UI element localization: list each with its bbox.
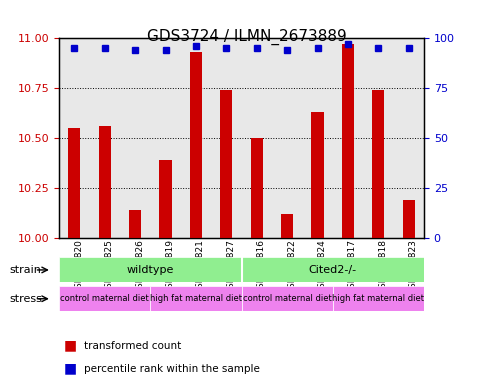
- FancyBboxPatch shape: [150, 286, 242, 311]
- Text: percentile rank within the sample: percentile rank within the sample: [84, 364, 260, 374]
- Text: ■: ■: [64, 339, 77, 353]
- Text: control maternal diet: control maternal diet: [60, 294, 149, 303]
- Text: GDS3724 / ILMN_2673889: GDS3724 / ILMN_2673889: [146, 29, 347, 45]
- FancyBboxPatch shape: [59, 257, 242, 282]
- Bar: [342, 45, 354, 238]
- Bar: [190, 52, 202, 238]
- Bar: [160, 160, 172, 238]
- Text: Cited2-/-: Cited2-/-: [309, 265, 357, 275]
- Text: ■: ■: [64, 362, 77, 376]
- Text: stress: stress: [10, 294, 43, 304]
- Bar: [251, 138, 263, 238]
- FancyBboxPatch shape: [242, 257, 424, 282]
- Text: high fat maternal diet: high fat maternal diet: [332, 294, 424, 303]
- Bar: [68, 128, 80, 238]
- Text: control maternal diet: control maternal diet: [243, 294, 332, 303]
- FancyBboxPatch shape: [333, 286, 424, 311]
- FancyBboxPatch shape: [242, 286, 333, 311]
- Bar: [281, 214, 293, 238]
- Text: strain: strain: [10, 265, 42, 275]
- Text: wildtype: wildtype: [127, 265, 174, 275]
- Bar: [312, 112, 324, 238]
- FancyBboxPatch shape: [59, 286, 150, 311]
- Bar: [129, 210, 141, 238]
- Bar: [372, 90, 385, 238]
- Text: high fat maternal diet: high fat maternal diet: [150, 294, 242, 303]
- Text: transformed count: transformed count: [84, 341, 181, 351]
- Bar: [403, 200, 415, 238]
- Bar: [99, 126, 111, 238]
- Bar: [220, 90, 233, 238]
